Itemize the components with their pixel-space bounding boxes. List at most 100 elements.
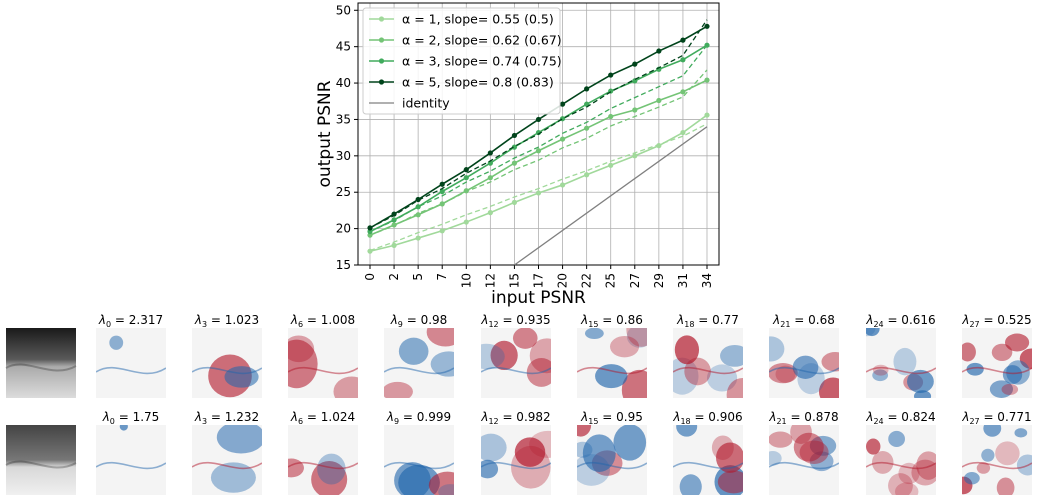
eigenvector-blob xyxy=(818,377,839,398)
eigenvalue-label: λ27 = 0.525 xyxy=(961,313,1031,329)
x-tick-label: 5 xyxy=(411,273,425,281)
x-tick-label: 15 xyxy=(507,273,521,288)
series-point xyxy=(680,37,686,43)
eigenvector-edge xyxy=(192,461,262,470)
x-tick-label: 34 xyxy=(700,273,714,288)
eigenvector-blob xyxy=(679,474,702,495)
legend-marker xyxy=(378,16,385,22)
source-image-edge xyxy=(5,460,77,469)
series-point xyxy=(608,162,614,168)
series-point xyxy=(704,42,710,48)
series-fit-line-4 xyxy=(369,19,708,229)
legend-label: α = 3, slope= 0.74 (0.75) xyxy=(402,54,562,69)
eigenvector-image xyxy=(288,328,358,398)
eigenvector-blob xyxy=(769,450,782,466)
eigenvector-blob xyxy=(895,482,919,495)
eigenvector-background xyxy=(96,425,166,495)
eigenvector-blob xyxy=(621,369,647,398)
y-axis-label: output PSNR xyxy=(315,80,335,187)
eigenvalue-label: λ15 = 0.86 xyxy=(580,313,643,329)
eigenvector-blob xyxy=(888,473,913,495)
eigenvector-blob xyxy=(609,335,640,358)
eigenvector-edge xyxy=(962,461,1032,470)
eigenvector-background xyxy=(96,328,166,398)
eigenvector-blob xyxy=(793,432,824,462)
eigenvector-blob xyxy=(481,343,505,370)
eigenvector-blob xyxy=(626,328,647,347)
eigenvector-blob xyxy=(288,335,315,363)
eigenvector-edge xyxy=(288,366,358,375)
eigenvector-blob xyxy=(317,453,346,485)
eigenvector-blob xyxy=(872,364,889,376)
eigenvector-blob xyxy=(613,425,647,461)
eigenvector-edge xyxy=(577,366,647,375)
eigenvector-image xyxy=(769,328,839,398)
eigenvector-blob xyxy=(983,425,1002,437)
eigenvector-edge xyxy=(96,366,166,375)
y-tick-label: 40 xyxy=(336,76,351,90)
source-image-edge xyxy=(5,363,77,372)
eigenvalue-label: λ18 = 0.77 xyxy=(676,313,739,329)
eigenvalue-label: λ21 = 0.68 xyxy=(772,313,835,329)
series-point xyxy=(391,211,397,217)
eigenvector-blob xyxy=(512,328,538,349)
eigenvector-edge xyxy=(288,461,358,470)
series-point xyxy=(511,144,518,150)
eigenvalue-label: λ3 = 1.232 xyxy=(194,410,259,426)
legend-label: α = 2, slope= 0.62 (0.67) xyxy=(402,33,562,48)
eigenvector-image xyxy=(769,425,839,495)
eigenvector-image xyxy=(673,425,743,495)
series-point xyxy=(680,129,686,136)
series-point xyxy=(656,48,662,54)
y-tick-label: 25 xyxy=(336,185,351,199)
eigenvector-image xyxy=(962,425,1032,495)
source-image xyxy=(6,328,76,398)
eigenvalue-label: λ15 = 0.95 xyxy=(580,410,643,426)
eigenvalue-label: λ3 = 1.023 xyxy=(194,313,259,329)
y-tick-label: 35 xyxy=(336,112,351,126)
series-fit-line-3 xyxy=(369,44,708,233)
eigenvector-blob xyxy=(769,336,785,362)
eigenvector-blob xyxy=(1019,348,1032,369)
eigenvector-image xyxy=(192,328,262,398)
eigenvector-blob xyxy=(1001,383,1019,395)
eigenvector-blob xyxy=(333,376,358,398)
x-tick-label: 29 xyxy=(652,273,666,288)
eigenvector-blob xyxy=(790,425,812,444)
eigenvector-blob xyxy=(717,470,743,494)
identity-line xyxy=(514,126,708,266)
series-point xyxy=(439,181,445,187)
series-point xyxy=(511,132,518,139)
eigenvector-blob xyxy=(428,471,454,495)
series-point xyxy=(463,167,469,173)
eigenvalue-label: λ12 = 0.935 xyxy=(480,313,550,329)
eigenvector-blob xyxy=(673,357,699,395)
eigenvector-edge xyxy=(384,461,454,470)
eigenvalue-label: λ6 = 1.008 xyxy=(290,313,355,329)
eigenvector-blob xyxy=(726,378,743,398)
eigenvector-edge xyxy=(673,366,743,375)
legend-marker xyxy=(378,58,385,64)
eigenvector-blob xyxy=(514,437,546,467)
eigenvector-image xyxy=(866,328,936,398)
eigenvector-blob xyxy=(966,362,984,376)
series-point xyxy=(439,228,445,234)
series-point xyxy=(656,97,662,104)
eigenvector-image xyxy=(384,425,454,495)
series-point xyxy=(487,175,493,181)
eigenvector-blob xyxy=(595,364,628,389)
series-point xyxy=(559,182,566,188)
eigenvalue-label: λ9 = 0.999 xyxy=(386,410,451,426)
legend-label: α = 1, slope= 0.55 (0.5) xyxy=(402,12,554,27)
eigenvalue-label: λ18 = 0.906 xyxy=(672,410,742,426)
eigenvector-blob xyxy=(529,338,551,374)
eigenvector-blob xyxy=(995,441,1020,466)
series-point xyxy=(415,204,421,210)
eigenvector-blob xyxy=(288,458,304,478)
eigenvector-blob xyxy=(490,340,518,371)
eigenvector-blob xyxy=(981,448,995,462)
eigenvector-image xyxy=(96,425,166,495)
eigenvector-blob xyxy=(109,335,124,350)
eigenvector-blob xyxy=(398,337,429,365)
